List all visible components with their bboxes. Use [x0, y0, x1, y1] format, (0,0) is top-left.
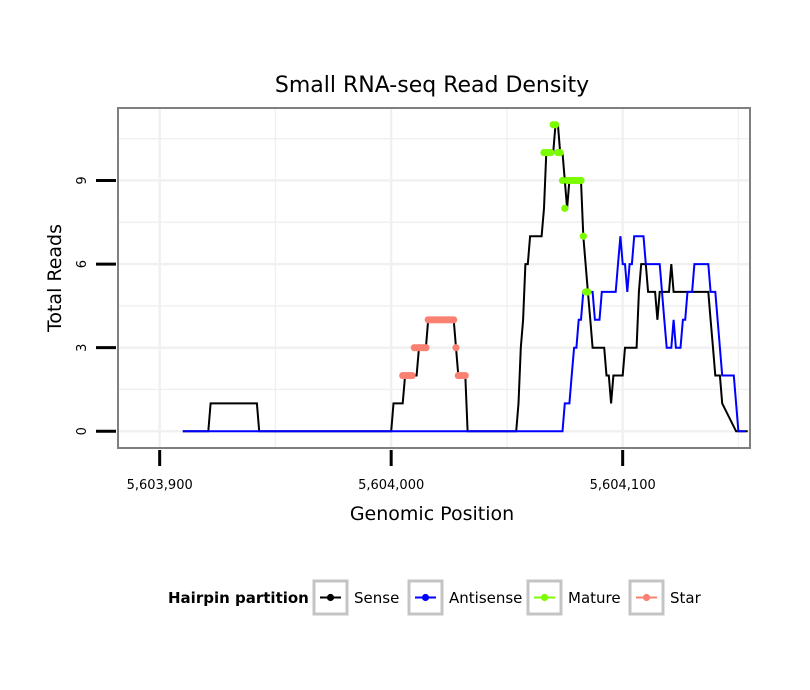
legend-key-point — [540, 593, 549, 602]
chart-title: Small RNA-seq Read Density — [275, 73, 589, 98]
mature-point — [579, 232, 587, 240]
mature-point — [547, 148, 555, 157]
grid-lines — [118, 108, 750, 448]
legend: Hairpin partition Sense Antisense Mature St… — [168, 579, 702, 616]
mature-point — [556, 148, 564, 157]
star-point — [452, 344, 460, 352]
y-tick-label: 6 — [75, 260, 90, 268]
y-tick-label: 9 — [75, 176, 90, 184]
x-tick-label: 5,603,900 — [127, 478, 193, 493]
star-point — [408, 371, 416, 380]
y-tick-label: 3 — [75, 344, 90, 352]
legend-entry-antisense: Antisense — [407, 579, 522, 616]
legend-entry-star: Star — [628, 579, 702, 616]
legend-label: Antisense — [449, 589, 522, 607]
y-axis-title: Total Reads — [44, 224, 66, 333]
x-tick-label: 5,604,100 — [590, 478, 656, 493]
legend-label: Star — [670, 589, 702, 607]
legend-key-point — [642, 593, 651, 602]
star-point — [422, 344, 430, 352]
mature-point — [577, 176, 585, 185]
star-point — [450, 316, 458, 324]
y-tick-label: 0 — [75, 427, 90, 435]
mature-point — [561, 204, 569, 212]
y-axis: 0 3 6 9 — [75, 176, 116, 435]
mature-point — [584, 288, 592, 296]
legend-label: Mature — [568, 589, 621, 607]
legend-key-box — [407, 579, 444, 616]
mature-point — [551, 121, 560, 129]
plot-border — [117, 107, 751, 449]
x-axis-title: Genomic Position — [350, 503, 514, 525]
legend-title: Hairpin partition — [168, 589, 309, 607]
plot-panel — [118, 108, 750, 448]
series-points — [399, 121, 592, 380]
legend-entry-mature: Mature — [526, 579, 621, 616]
legend-key-point — [326, 593, 335, 602]
x-axis: 5,603,900 5,604,000 5,604,100 — [127, 450, 656, 493]
star-point — [461, 371, 469, 380]
legend-label: Sense — [354, 589, 399, 607]
legend-key-box — [526, 579, 563, 616]
antisense-line — [182, 235, 746, 433]
legend-key-point — [421, 593, 430, 602]
x-tick-label: 5,604,000 — [358, 478, 424, 493]
legend-entry-sense: Sense — [312, 579, 399, 616]
